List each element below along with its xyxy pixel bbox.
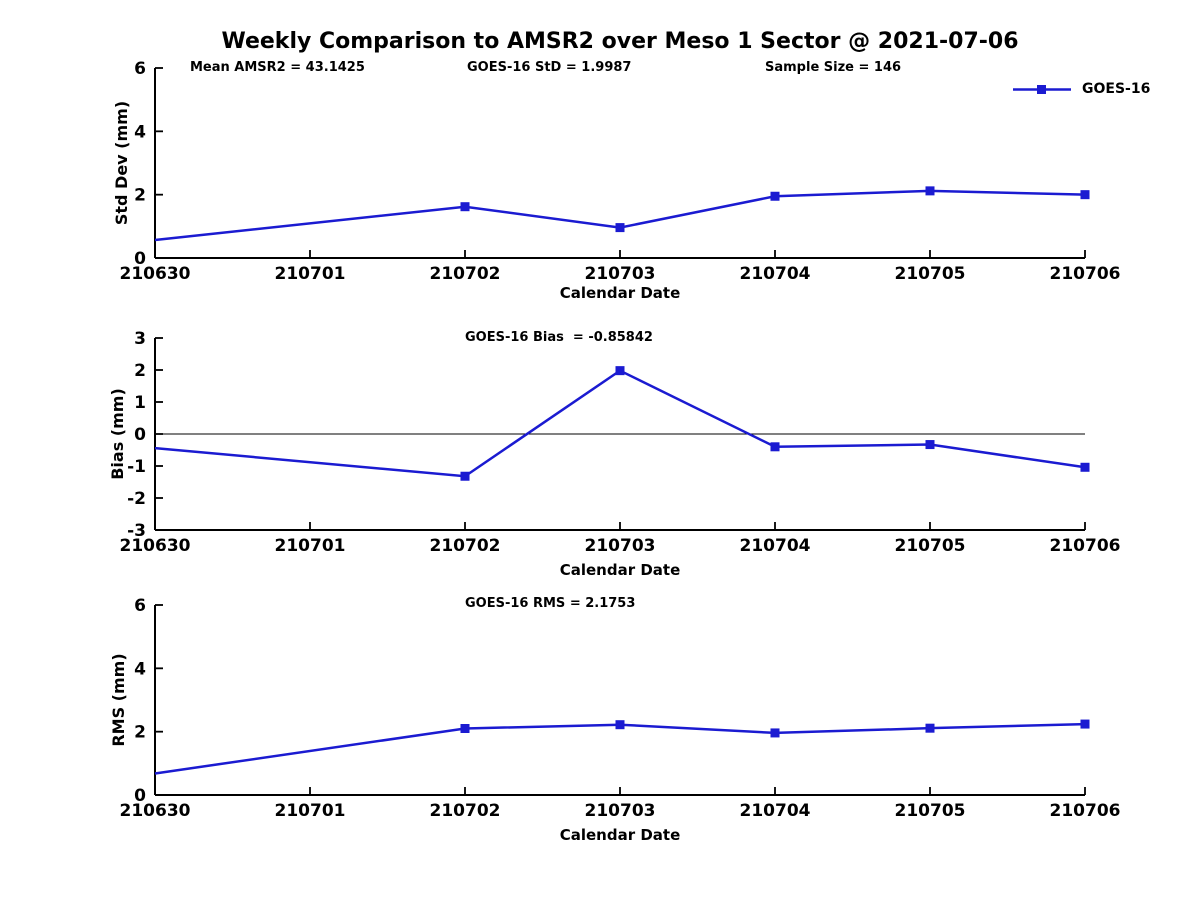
y-tick-label: 0 [134,249,146,269]
data-line [154,369,1086,478]
data-line [154,722,1086,775]
data-point-marker [1080,462,1090,472]
data-line [154,189,1086,242]
y-tick-label: 2 [134,186,146,206]
x-tick-label: 210701 [275,264,346,284]
annotation-goes16-rms: GOES-16 RMS = 2.1753 [465,596,636,611]
legend-line-marker-icon [1013,84,1071,94]
data-point-marker [615,720,625,730]
y-tick-label: 0 [134,786,146,806]
x-tick-label: 210705 [895,801,966,821]
x-tick-label: 210630 [120,536,191,556]
y-tick-label: 1 [134,393,146,413]
data-point-marker [1080,190,1090,200]
x-tick-label: 210704 [740,264,811,284]
x-tick-label: 210701 [275,801,346,821]
y-tick-label: 6 [134,59,146,79]
std-dev-plot: 210630 210701 210702 210703 210704 210705 2107… [120,59,1121,284]
x-tick-label: 210703 [585,801,656,821]
annotation-goes16-bias: GOES-16 Bias = -0.85842 [465,330,653,345]
data-point-marker [1080,719,1090,729]
data-point-marker [770,191,780,201]
data-point-marker [460,202,470,212]
xlabel-bias: Calendar Date [559,561,681,579]
data-point-marker [770,442,780,452]
x-tick-label: 210702 [430,264,501,284]
x-tick-label: 210705 [895,536,966,556]
data-point-marker [615,223,625,233]
x-tick-label: 210703 [585,264,656,284]
annotation-goes16-std: GOES-16 StD = 1.9987 [467,60,632,75]
y-tick-label: 0 [134,425,146,445]
y-tick-label: -2 [127,489,146,509]
x-tick-label: 210702 [430,801,501,821]
data-point-marker [770,728,780,738]
x-tick-label: 210705 [895,264,966,284]
annotation-sample-size: Sample Size = 146 [765,60,902,75]
xlabel-rms: Calendar Date [559,826,681,844]
x-tick-label: 210703 [585,536,656,556]
x-tick-label: 210701 [275,536,346,556]
x-tick-label: 210706 [1050,264,1121,284]
annotation-mean-amsr2: Mean AMSR2 = 43.1425 [190,60,365,75]
data-point-marker [925,186,935,196]
x-tick-label: 210706 [1050,801,1121,821]
figure-title: Weekly Comparison to AMSR2 over Meso 1 S… [221,29,1019,54]
bias-plot: 210630 210701 210702 210703 210704 210705 2107… [120,329,1121,556]
y-tick-label: -1 [127,457,146,477]
y-tick-label: 2 [134,361,146,381]
legend-label: GOES-16 [1082,81,1151,97]
data-point-marker [925,440,935,450]
x-tick-label: 210704 [740,801,811,821]
data-point-marker [460,724,470,733]
y-tick-label: 4 [134,122,146,142]
x-tick-label: 210704 [740,536,811,556]
data-point-marker [925,723,935,733]
data-point-marker [615,366,625,376]
y-tick-label: 2 [134,723,146,743]
rms-plot: 210630 210701 210702 210703 210704 210705 2107… [120,596,1121,821]
data-point-marker [460,471,470,481]
xlabel-std-dev: Calendar Date [559,284,681,302]
legend: GOES-16 [1012,81,1150,97]
y-tick-label: 4 [134,659,146,679]
y-tick-label: -3 [127,521,146,541]
x-tick-label: 210630 [120,801,191,821]
x-tick-label: 210702 [430,536,501,556]
x-tick-label: 210630 [120,264,191,284]
y-tick-label: 3 [134,329,146,349]
y-tick-label: 6 [134,596,146,616]
x-tick-label: 210706 [1050,536,1121,556]
